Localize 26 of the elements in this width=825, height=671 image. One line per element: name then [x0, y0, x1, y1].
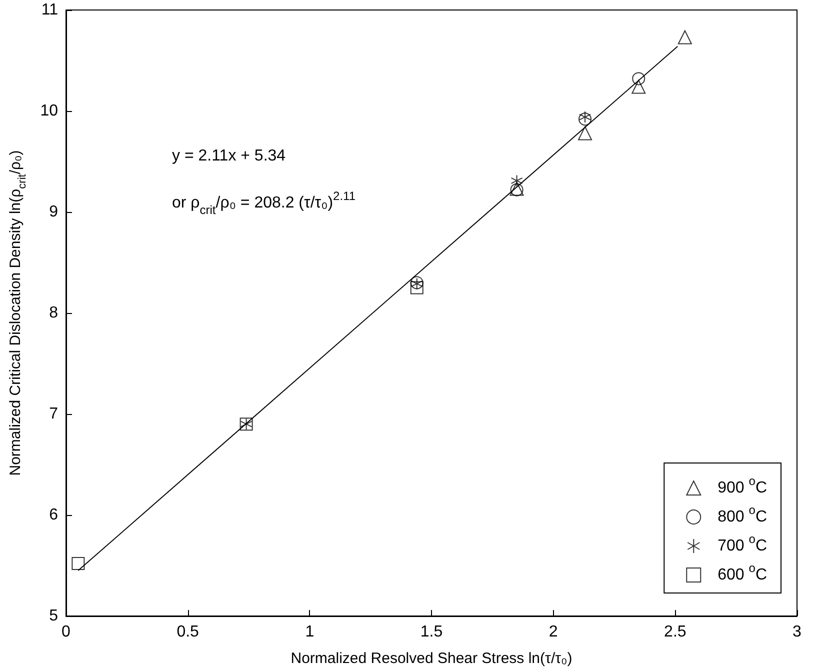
x-tick-label: 2: [548, 624, 558, 640]
y-tick-label: 11: [41, 2, 58, 18]
point: [578, 112, 592, 126]
point: [72, 556, 85, 570]
x-axis-title: Normalized Resolved Shear Stress ln(τ/τ₀): [290, 650, 572, 667]
y-tick-label: 9: [49, 204, 58, 220]
point: [678, 30, 692, 44]
y-tick-label: 8: [49, 304, 58, 322]
x-tick-label: 0.5: [176, 624, 200, 640]
x-tick-label: 1.5: [420, 624, 443, 640]
y-tick-label: 5: [49, 608, 58, 624]
point: [632, 72, 646, 86]
y-axis-title: Normalized Critical Dislocation Density ln(ρcrit/ρ₀): [7, 150, 28, 476]
x-tick-label: 1: [305, 624, 314, 640]
point: [632, 80, 646, 94]
y-tick-label: 7: [49, 406, 58, 422]
point: [510, 174, 523, 187]
x-tick-label: 3: [792, 624, 802, 640]
point: [579, 111, 592, 124]
annotation: y = 2.11x + 5.34: [172, 148, 286, 164]
point: [410, 281, 424, 294]
x-tick-label: 0: [62, 624, 71, 640]
y-tick-label: 10: [40, 102, 58, 120]
y-tick-label: 6: [49, 506, 58, 524]
x-tick-label: 2.5: [664, 624, 686, 640]
point: [578, 126, 592, 140]
